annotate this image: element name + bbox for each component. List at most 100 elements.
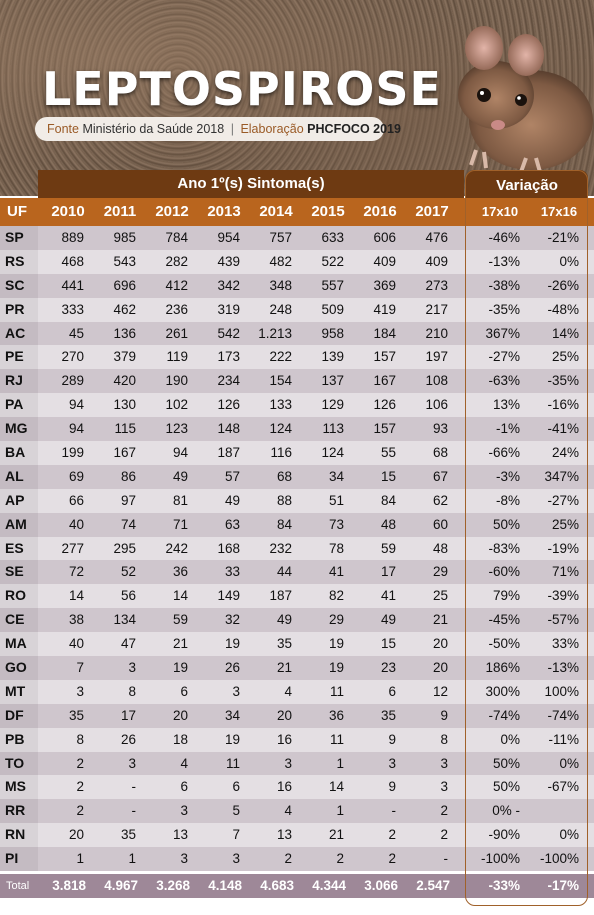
- value-cell: 273: [425, 277, 448, 293]
- variation-cell: -74%: [547, 707, 579, 723]
- value-cell: 19: [224, 636, 240, 652]
- variation-cell: -1%: [495, 421, 520, 437]
- value-cell: 462: [113, 301, 136, 317]
- table-row: DF 35 17 20 34 20 36 35 9 -74% -74%: [0, 703, 594, 728]
- value-cell: 696: [113, 277, 136, 293]
- value-cell: 21: [432, 612, 448, 628]
- value-cell: 116: [270, 445, 292, 461]
- value-cell: 57: [224, 468, 240, 484]
- value-cell: 66: [68, 492, 84, 508]
- variation-cell: -63%: [488, 373, 520, 389]
- value-cell: 2: [76, 779, 84, 795]
- value-cell: 136: [113, 325, 136, 341]
- value-cell: 167: [373, 373, 396, 389]
- value-cell: 11: [329, 683, 344, 699]
- table-row: AP 66 97 81 49 88 51 84 62 -8% -27%: [0, 488, 594, 513]
- value-cell: 17: [380, 564, 396, 580]
- value-cell: 11: [225, 755, 240, 771]
- uf-cell-shade: [0, 727, 38, 752]
- year-header-2010: 2010: [51, 203, 85, 220]
- total-value-cell: 4.148: [208, 878, 242, 893]
- variation-cell: -27%: [488, 349, 520, 365]
- year-header-2016: 2016: [363, 203, 397, 220]
- value-cell: 20: [432, 636, 448, 652]
- uf-cell: ES: [5, 539, 24, 556]
- table-row: TO 2 3 4 11 3 1 3 3 50% 0%: [0, 751, 594, 776]
- year-header-2013: 2013: [207, 203, 241, 220]
- value-cell: 7: [76, 660, 84, 676]
- uf-cell: RR: [5, 802, 26, 819]
- value-cell: 379: [113, 349, 136, 365]
- source-separator: |: [230, 122, 234, 136]
- uf-cell-shade: [0, 656, 38, 680]
- variation-cell: 33%: [551, 636, 579, 652]
- value-cell: 482: [269, 253, 292, 269]
- value-cell: 41: [328, 564, 344, 580]
- value-cell: 420: [113, 373, 136, 389]
- value-cell: 3: [180, 851, 188, 867]
- uf-cell: RO: [5, 587, 26, 604]
- uf-cell-shade: [0, 584, 38, 609]
- table-row: MT 3 8 6 3 4 11 6 12 300% 100%: [0, 679, 594, 704]
- value-cell: 36: [328, 707, 344, 723]
- value-cell: 56: [120, 588, 136, 604]
- source-value: Ministério da Saúde 2018: [82, 122, 225, 136]
- value-cell: 3: [232, 683, 240, 699]
- value-cell: 4: [284, 683, 292, 699]
- year-group-header-bg: [38, 170, 464, 198]
- uf-cell: TO: [5, 754, 25, 771]
- variation-cell: 0%: [500, 731, 520, 747]
- variation-cell: 0%: [559, 253, 579, 269]
- value-cell: 2: [76, 755, 84, 771]
- value-cell: 84: [380, 492, 396, 508]
- variation-cell: -83%: [488, 540, 520, 556]
- uf-cell-shade: [0, 441, 38, 465]
- value-cell: 606: [373, 230, 396, 245]
- variation-cell: -19%: [547, 540, 579, 556]
- value-cell: 55: [380, 445, 396, 461]
- value-cell: 139: [321, 349, 344, 365]
- value-cell: 248: [269, 301, 292, 317]
- value-cell: 44: [276, 564, 292, 580]
- value-cell: 7: [232, 827, 240, 843]
- variation-cell: 50%: [492, 779, 520, 795]
- value-cell: 62: [432, 492, 448, 508]
- value-cell: 333: [61, 301, 84, 317]
- uf-cell: PA: [5, 396, 24, 413]
- value-cell: 3: [76, 683, 84, 699]
- table-row: GO 7 3 19 26 21 19 23 20 186% -13%: [0, 656, 594, 680]
- value-cell: 108: [425, 373, 448, 389]
- value-cell: 6: [388, 683, 396, 699]
- value-cell: 16: [276, 731, 292, 747]
- value-cell: 88: [276, 492, 292, 508]
- value-cell: 2: [284, 851, 292, 867]
- value-cell: 348: [269, 277, 292, 293]
- value-cell: 409: [425, 253, 448, 269]
- mouse-image: [458, 26, 593, 173]
- value-cell: 173: [217, 349, 240, 365]
- variation-cell: -100%: [539, 851, 579, 867]
- variation-cell: -13%: [547, 660, 579, 676]
- source-label: Fonte: [47, 122, 79, 136]
- uf-cell: PI: [5, 850, 19, 867]
- value-cell: 468: [61, 253, 84, 269]
- variation-cell: -57%: [547, 612, 579, 628]
- value-cell: 8: [440, 731, 448, 747]
- uf-cell-shade: [0, 512, 38, 537]
- uf-cell: PR: [5, 300, 25, 317]
- value-cell: 149: [217, 588, 240, 604]
- uf-cell: SE: [5, 563, 24, 580]
- value-cell: 15: [380, 636, 396, 652]
- value-cell: 130: [113, 397, 136, 413]
- column-header-row: UF 2010 2011 2012 2013 2014 2015 2016 2017 17x10…: [0, 198, 594, 226]
- value-cell: 8: [128, 683, 136, 699]
- value-cell: 59: [380, 540, 396, 556]
- uf-cell: PE: [5, 348, 24, 365]
- value-cell: 41: [380, 588, 396, 604]
- value-cell: 412: [165, 277, 188, 293]
- value-cell: 19: [328, 636, 344, 652]
- value-cell: 261: [165, 325, 188, 341]
- table-row: MA 40 47 21 19 35 19 15 20 -50% 33%: [0, 632, 594, 657]
- value-cell: 49: [276, 612, 292, 628]
- value-cell: 217: [425, 301, 448, 317]
